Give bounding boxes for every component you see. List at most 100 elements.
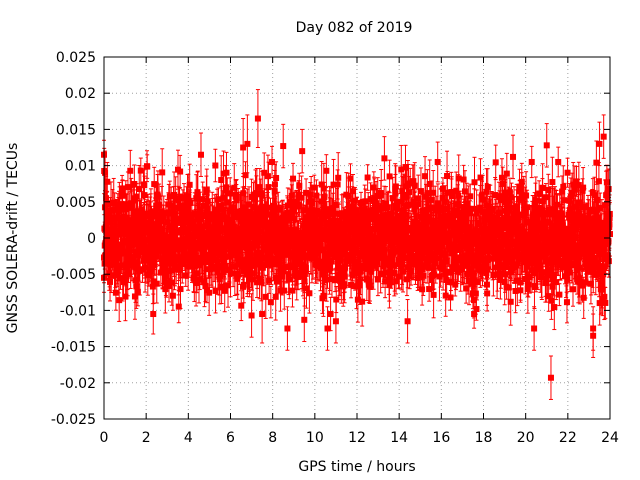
data-point <box>184 239 191 246</box>
data-point <box>124 270 131 277</box>
data-point <box>301 278 308 285</box>
data-point <box>132 216 139 223</box>
data-point <box>183 235 190 242</box>
data-point <box>152 252 159 259</box>
data-point <box>311 184 318 191</box>
data-point <box>239 263 246 270</box>
data-point <box>194 270 201 277</box>
data-point <box>220 194 227 201</box>
data-point <box>215 196 222 203</box>
data-point <box>150 311 157 318</box>
data-point <box>262 293 269 300</box>
data-point <box>133 283 140 290</box>
data-point <box>240 281 247 288</box>
data-point <box>340 223 347 230</box>
data-point <box>257 228 264 235</box>
data-point <box>273 278 280 285</box>
data-point <box>206 266 213 273</box>
data-point <box>130 254 137 261</box>
data-point <box>292 227 299 234</box>
data-point <box>319 271 326 278</box>
data-point <box>162 286 169 293</box>
data-point <box>166 283 173 290</box>
data-point <box>332 201 339 208</box>
data-point <box>241 267 248 274</box>
data-point <box>317 219 324 226</box>
data-point <box>279 273 286 280</box>
data-point <box>317 242 324 249</box>
data-point <box>288 200 295 207</box>
data-point <box>222 263 229 270</box>
data-point <box>299 273 306 280</box>
data-point <box>302 265 309 272</box>
data-point <box>253 190 260 197</box>
data-point <box>112 289 119 296</box>
data-point <box>256 184 263 191</box>
data-point <box>120 279 127 286</box>
data-point <box>177 168 184 175</box>
data-point <box>341 233 348 240</box>
data-point <box>179 258 186 265</box>
data-point <box>134 288 141 295</box>
data-point <box>104 201 111 208</box>
data-point <box>211 263 218 270</box>
data-point <box>140 228 147 235</box>
data-point <box>199 196 206 203</box>
data-point <box>170 231 177 238</box>
data-point <box>231 184 238 191</box>
data-point <box>306 290 313 297</box>
data-point <box>107 207 114 214</box>
data-point <box>249 276 256 283</box>
data-point <box>119 275 126 282</box>
data-point <box>145 271 152 278</box>
data-point <box>159 225 166 232</box>
data-point <box>272 214 279 221</box>
data-point <box>187 199 194 206</box>
data-point <box>133 193 140 200</box>
data-point <box>131 181 138 188</box>
data-point <box>104 178 111 185</box>
data-point <box>264 173 271 180</box>
data-point <box>196 276 203 283</box>
data-point <box>281 287 288 294</box>
data-point <box>290 207 297 214</box>
data-point <box>251 204 258 211</box>
data-point <box>284 202 291 209</box>
data-point <box>137 167 144 174</box>
data-point <box>129 201 136 208</box>
data-point <box>328 276 335 283</box>
data-point <box>215 262 222 269</box>
data-point <box>269 158 276 165</box>
data-point <box>290 175 297 182</box>
chart-title: Day 082 of 2019 <box>296 20 413 36</box>
data-point <box>201 279 208 286</box>
data-point <box>185 263 192 270</box>
data-point <box>265 237 272 244</box>
data-point <box>111 206 118 213</box>
data-point <box>171 191 178 198</box>
data-point <box>183 257 190 264</box>
data-point <box>203 187 210 194</box>
data-point <box>277 251 284 258</box>
data-point <box>272 245 279 252</box>
data-point <box>334 210 341 217</box>
data-point <box>244 208 251 215</box>
data-point <box>182 242 189 249</box>
data-point <box>265 184 272 191</box>
data-point <box>256 275 263 282</box>
data-point <box>115 266 122 273</box>
data-point <box>298 249 305 256</box>
data-point <box>140 257 147 264</box>
data-point <box>248 262 255 269</box>
data-point <box>170 204 177 211</box>
data-point <box>119 192 126 199</box>
data-point <box>238 302 245 309</box>
data-point <box>131 211 138 218</box>
data-point <box>335 174 342 181</box>
data-point <box>273 174 280 181</box>
data-point <box>128 231 135 238</box>
data-point <box>310 207 317 214</box>
data-point <box>175 303 182 310</box>
data-point <box>181 194 188 201</box>
